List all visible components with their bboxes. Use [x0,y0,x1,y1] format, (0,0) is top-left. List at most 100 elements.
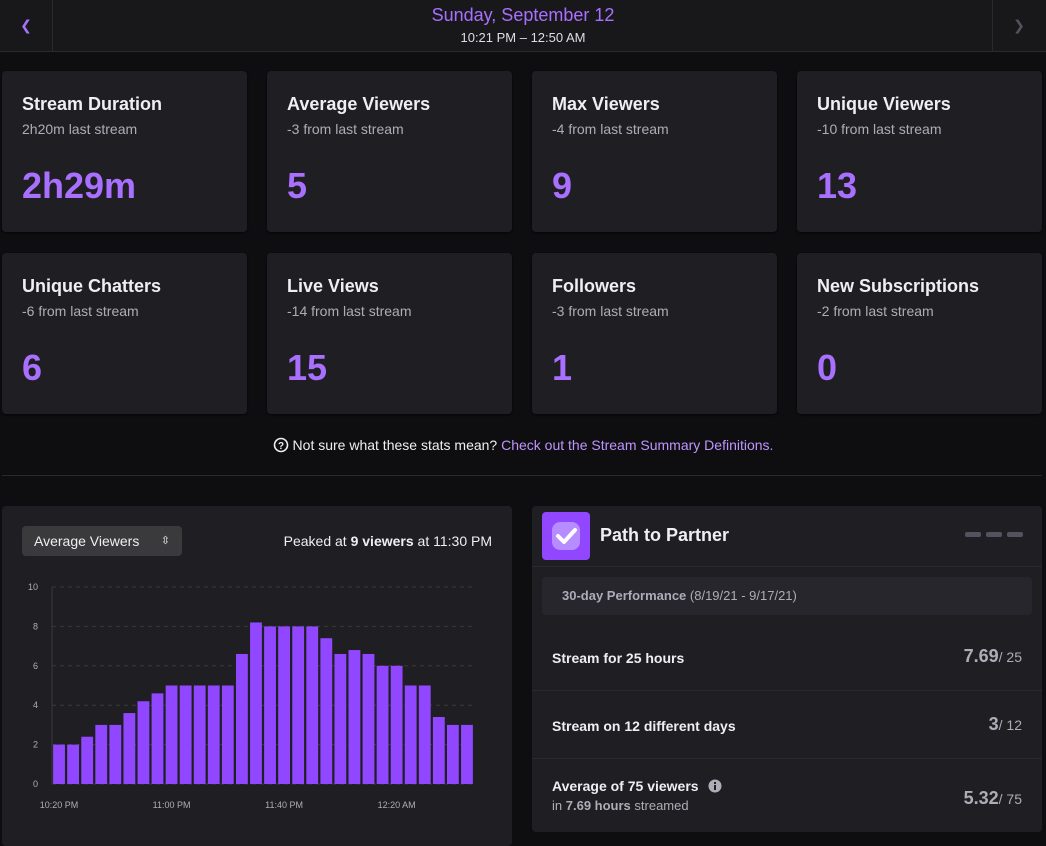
bar [320,638,333,784]
stat-label: Average Viewers [287,94,431,114]
goal-value: 5.32 [963,788,999,808]
bar [264,626,276,784]
bar [348,650,361,784]
stat-card: Max Viewers -4 from last stream 9 [532,71,777,232]
stat-card: Average Viewers -3 from last stream 5 [267,71,512,232]
bar [151,693,164,784]
bar [193,685,206,784]
y-tick-label: 6 [33,661,38,671]
stat-label: Stream Duration [22,94,163,114]
divider [532,690,1042,691]
bar [278,626,291,784]
goal-progress: 3/ 12 [989,714,1022,735]
x-tick-label: 10:20 PM [40,800,79,810]
y-tick-label: 8 [33,621,38,631]
stat-card: Unique Chatters -6 from last stream 6 [2,253,247,414]
partner-badge [542,512,590,560]
stat-label: Max Viewers [552,94,660,114]
goal-label: Stream for 25 hours [552,650,685,666]
y-tick-label: 10 [28,582,38,592]
metric-selector-label: Average Viewers [34,533,140,549]
peak-note: Peaked at 9 viewers at 11:30 PM [284,533,492,549]
stat-card: New Subscriptions -2 from last stream 0 [797,253,1042,414]
y-tick-label: 0 [33,779,38,789]
info-icon[interactable] [708,779,722,793]
bar [250,622,262,784]
goal-target: / 25 [998,649,1022,665]
bar [95,724,108,784]
period-label: 30-day Performance [562,588,687,603]
help-notice: ? Not sure what these stats mean? Check o… [0,437,1046,453]
next-stream-button[interactable]: ❯ [992,0,1045,51]
peak-prefix: Peaked at [283,533,347,549]
help-icon: ? [273,437,288,453]
stat-label: Unique Chatters [22,276,162,296]
stream-time: 10:21 PM – 12:50 AM [460,30,586,45]
menu-dashes[interactable] [965,532,1025,538]
bar [179,685,192,784]
bar [376,665,389,784]
bar [67,744,80,784]
bar [123,713,136,784]
bar [81,736,94,784]
stat-value: 15 [287,347,328,388]
x-tick-label: 11:00 PM [153,800,191,810]
selector-arrows: ⇳ [160,535,170,547]
bar [432,717,445,784]
definitions-link[interactable]: Check out the Stream Summary Definitions… [501,437,774,453]
stat-value: 2h29m [22,165,137,206]
stat-card: Live Views -14 from last stream 15 [267,253,512,414]
stat-value: 0 [817,347,838,388]
stat-comparison: -4 from last stream [552,121,669,137]
stat-comparison: -2 from last stream [817,303,934,319]
bar [137,701,150,784]
goal-label: Average of 75 viewers [552,778,699,794]
stat-comparison: -14 from last stream [287,303,412,319]
stat-label: New Subscriptions [817,276,980,296]
stat-card: Unique Viewers -10 from last stream 13 [797,71,1042,232]
date-header: ❮ ❯ Sunday, September 12 10:21 PM – 12:5… [0,0,1046,52]
stat-label: Unique Viewers [817,94,951,114]
goal-detail-highlight: 7.69 hours [565,798,631,813]
stat-comparison: -3 from last stream [552,303,669,319]
goal-progress: 5.32/ 75 [964,788,1022,809]
goal-value: 3 [988,714,999,734]
bar [165,685,178,784]
divider [532,758,1042,759]
stat-value: 9 [552,165,573,206]
bar [362,653,375,784]
partner-panel: Path to Partner 30-day Performance (8/19… [532,506,1042,832]
bar [207,685,220,784]
y-tick-label: 2 [33,740,38,750]
help-question: Not sure what these stats mean? [292,437,498,453]
bar [404,685,417,784]
bar [292,626,305,784]
stat-value: 1 [552,347,573,388]
goal-value: 7.69 [963,646,999,666]
bar [306,626,319,784]
bar [334,653,347,784]
y-tick-label: 4 [33,700,38,710]
stat-value: 6 [22,347,43,388]
stat-card: Followers -3 from last stream 1 [532,253,777,414]
bar [109,724,122,784]
svg-text:?: ? [277,441,283,452]
stat-comparison: -3 from last stream [287,121,404,137]
stat-label: Followers [552,276,637,296]
goal-detail: in 7.69 hours streamed [552,798,689,813]
previous-stream-button[interactable]: ❮ [0,0,53,51]
goal-detail-suffix: streamed [634,798,689,813]
chart: 0 2 4 6 8 10 10:20 PM 11:00 PM 11:40 PM 12:20 AM [28,582,474,810]
divider [2,475,1042,476]
goal-detail-prefix: in [552,798,563,813]
stat-comparison: 2h20m last stream [22,121,138,137]
bar [221,685,234,784]
bar [235,653,248,784]
goal-label: Stream on 12 different days [552,718,736,734]
metric-selector[interactable]: Average Viewers ⇳ [22,526,182,556]
bar [446,724,459,784]
stat-label: Live Views [287,276,379,296]
partner-title: Path to Partner [600,525,730,545]
period-box: 30-day Performance (8/19/21 - 9/17/21) [542,577,1032,615]
